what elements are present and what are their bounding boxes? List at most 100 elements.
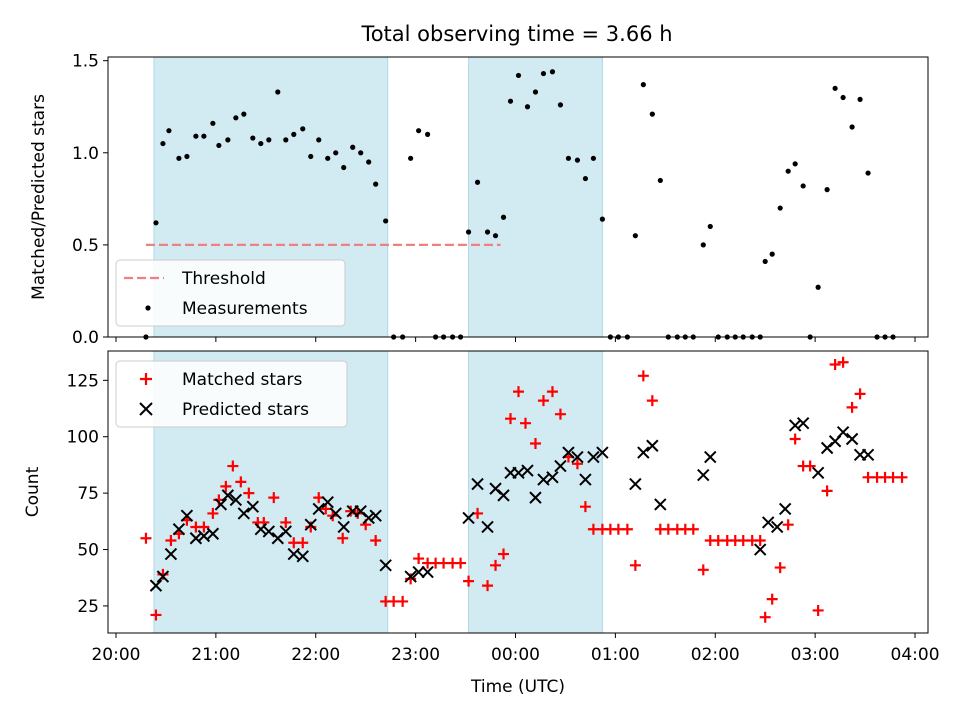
matched-star-point <box>140 532 152 544</box>
matched-star-point <box>782 519 794 531</box>
predicted-stars-series <box>149 416 875 592</box>
measurement-point <box>425 131 431 137</box>
measurement-point <box>524 104 531 110</box>
matched-star-point <box>220 480 232 492</box>
predicted-star-point <box>321 495 334 509</box>
measurement-point <box>316 137 322 143</box>
predicted-star-point <box>861 448 875 461</box>
measurement-point <box>785 168 791 174</box>
y-tick-label: 1.0 <box>72 144 99 164</box>
measurement-point <box>840 94 846 101</box>
matched-star-point <box>413 553 425 565</box>
predicted-star-point <box>279 525 292 538</box>
x-axis-label: Time (UTC) <box>470 677 565 697</box>
matched-star-point <box>463 575 475 587</box>
ratio-panel: 0.0 0.5 1.0 1.5 Matched/Predicted stars Thr… <box>29 52 929 348</box>
matched-star-point <box>687 523 699 535</box>
predicted-star-point <box>836 426 850 439</box>
measurement-point <box>700 242 706 248</box>
measurement-point <box>291 131 297 137</box>
bottom-x-axis-ticks: 20:00 21:00 22:00 23:00 00:00 01:00 02:00 03:00… <box>91 633 940 665</box>
measurement-point <box>849 124 855 130</box>
measurement-point <box>300 126 306 132</box>
measurement-point <box>540 70 547 77</box>
matched-star-point <box>554 408 566 420</box>
measurement-point <box>416 128 422 134</box>
matched-star-point <box>774 562 786 574</box>
measurement-point <box>160 140 166 147</box>
predicted-star-point <box>149 579 163 592</box>
measurement-point <box>325 155 331 161</box>
predicted-star-point <box>629 477 642 491</box>
predicted-star-point <box>646 439 659 452</box>
predicted-star-point <box>312 502 325 516</box>
matched-star-point <box>789 433 801 445</box>
matched-star-point <box>512 386 524 398</box>
measurement-point <box>574 157 581 163</box>
matched-star-point <box>646 395 658 407</box>
matched-star-point <box>505 413 517 425</box>
y-tick-label: 25 <box>77 597 99 617</box>
predicted-star-point <box>753 543 767 556</box>
measurement-point <box>216 142 222 149</box>
legend-predicted-swatch <box>139 402 153 416</box>
matched-star-point <box>482 580 494 592</box>
x-tick-label: 21:00 <box>191 645 240 665</box>
matched-star-point <box>804 460 816 472</box>
matched-star-point <box>697 564 709 576</box>
predicted-star-point <box>337 520 350 534</box>
matched-star-point <box>754 535 766 547</box>
matched-star-point <box>629 559 641 571</box>
y-tick-label: 0.0 <box>72 328 99 348</box>
y-tick-label: 50 <box>77 541 99 561</box>
matched-star-point <box>243 487 255 499</box>
predicted-star-point <box>845 432 859 446</box>
measurement-point <box>225 137 231 143</box>
matched-star-point <box>837 356 849 368</box>
measurement-point <box>408 155 414 161</box>
predicted-star-point <box>421 565 434 579</box>
matched-star-point <box>637 370 649 382</box>
bottom-legend: Matched stars Predicted stars <box>115 360 348 428</box>
predicted-star-point <box>246 500 260 513</box>
matched-star-point <box>490 559 502 571</box>
predicted-star-point <box>554 459 567 473</box>
matched-star-point <box>854 388 866 400</box>
predicted-star-point <box>571 450 584 464</box>
predicted-star-point <box>262 525 276 538</box>
predicted-star-point <box>237 507 251 520</box>
predicted-star-point <box>404 570 417 583</box>
bottom-axes-frame <box>107 350 929 634</box>
top-legend: Threshold Measurements <box>115 259 346 327</box>
predicted-star-point <box>521 464 534 477</box>
predicted-star-point <box>180 509 194 522</box>
count-panel: 25 50 75 100 125 20:00 21:00 22:00 23:00 00:00 01… <box>23 350 940 697</box>
measurement-point <box>210 120 216 126</box>
measurement-point <box>492 233 499 239</box>
measurement-point <box>366 159 372 165</box>
y-tick-label: 125 <box>67 371 99 391</box>
measurement-point <box>193 133 199 139</box>
predicted-star-point <box>329 507 342 520</box>
predicted-star-point <box>156 570 170 583</box>
measurement-point <box>582 175 589 182</box>
measurement-point <box>258 140 264 147</box>
matched-star-point <box>455 557 467 569</box>
measurement-point <box>176 155 182 161</box>
legend-box <box>115 259 346 327</box>
predicted-star-point <box>497 489 510 502</box>
matched-star-point <box>829 359 841 371</box>
measurement-point <box>333 150 339 156</box>
measurement-point <box>275 89 281 95</box>
measurement-point <box>184 153 190 160</box>
legend-label: Predicted stars <box>182 400 309 420</box>
predicted-star-point <box>221 489 235 502</box>
top-y-axis-label: Matched/Predicted stars <box>29 94 49 300</box>
predicted-star-point <box>761 516 775 529</box>
measurement-point <box>532 89 539 95</box>
predicted-star-point <box>579 473 592 486</box>
matched-star-point <box>207 507 219 519</box>
measurement-point <box>341 164 347 171</box>
predicted-star-point <box>197 529 211 543</box>
